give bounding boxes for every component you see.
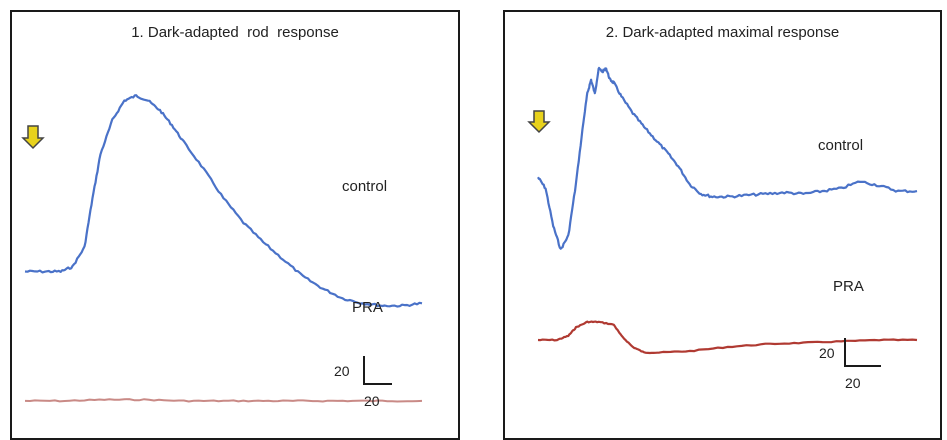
scale-bar-horizontal-label: 20	[364, 393, 380, 409]
chart-title: 1. Dark-adapted rod response	[131, 24, 339, 41]
scale-bar-horizontal-label: 20	[845, 375, 861, 391]
scale-bar: 20 20	[334, 356, 392, 409]
control-trace	[537, 66, 918, 250]
chart-title: 2. Dark-adapted maximal response	[605, 24, 840, 41]
series-label-pra: PRA	[352, 299, 383, 316]
series-label-control: control	[818, 137, 863, 154]
series-label-control: control	[342, 178, 387, 195]
maximal-response-panel: 2. Dark-adapted maximal response control…	[503, 10, 942, 440]
scale-bar: 20 20	[819, 338, 881, 391]
stimulus-arrow-icon	[21, 125, 45, 150]
pra-trace	[24, 398, 423, 403]
rod-response-panel: 1. Dark-adapted rod response control PRA…	[10, 10, 460, 440]
maximal-response-plot: control PRA 20 20	[527, 66, 918, 391]
scale-bar-vertical-label: 20	[334, 363, 350, 379]
scale-bar-vertical-label: 20	[819, 345, 835, 361]
rod-response-plot: control PRA 20 20	[21, 94, 423, 409]
control-trace	[24, 94, 423, 308]
pra-trace	[537, 320, 918, 355]
stimulus-arrow-icon	[527, 110, 551, 134]
series-label-pra: PRA	[833, 278, 864, 295]
